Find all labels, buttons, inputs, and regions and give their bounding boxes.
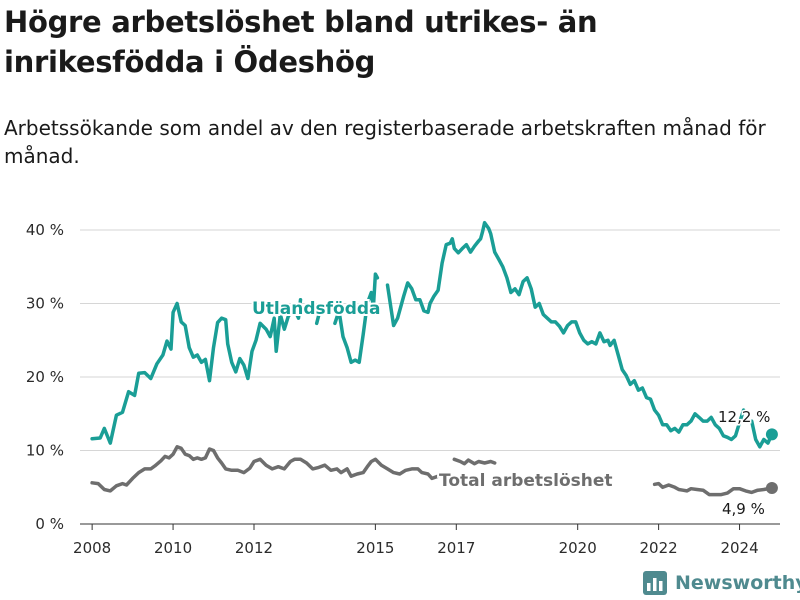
x-tick-label: 2008	[73, 539, 111, 557]
bar-chart-logo-icon	[643, 571, 667, 595]
series-label-utlandsfodda: Utlandsfödda	[252, 299, 381, 319]
series-line-foreign	[333, 272, 380, 365]
series-label-total: Total arbetslöshet	[439, 471, 613, 491]
y-tick-label: 30 %	[26, 295, 64, 313]
x-tick-label: 2015	[356, 539, 394, 557]
series-line-total	[652, 481, 774, 497]
x-tick-label: 2020	[559, 539, 597, 557]
end-point-total	[765, 481, 778, 494]
y-tick-label: 40 %	[26, 221, 64, 239]
brand-name: Newsworthy	[675, 572, 800, 594]
end-point-foreign	[765, 428, 778, 441]
series-line-foreign	[90, 298, 303, 445]
series-line-foreign	[749, 419, 774, 449]
brand-logo: Newsworthy	[643, 568, 800, 598]
chart-subtitle: Arbetssökande som andel av den registerb…	[4, 116, 766, 168]
y-tick-label: 0 %	[35, 515, 64, 533]
series-lines	[90, 220, 778, 497]
series-line-total	[90, 445, 440, 493]
gridlines	[80, 229, 780, 451]
axes: 0 % 10 % 20 % 30 % 40 % 2008 2010 2012 2015 2017 2…	[26, 221, 780, 557]
end-value-label-utlandsfodda: 12,2 %	[718, 408, 770, 426]
y-tick-label: 20 %	[26, 368, 64, 386]
x-tick-label: 2017	[437, 539, 475, 557]
x-tick-label: 2012	[235, 539, 273, 557]
series-line-foreign	[385, 220, 746, 442]
series-labels: Utlandsfödda Total arbetslöshet 12,2 % 4…	[250, 297, 772, 520]
series-line-total	[452, 457, 497, 466]
y-tick-label: 10 %	[26, 442, 64, 460]
x-tick-label: 2024	[720, 539, 758, 557]
chart-title: Högre arbetslöshet bland utrikes- än inr…	[4, 5, 598, 79]
x-tick-label: 2010	[154, 539, 192, 557]
x-tick-label: 2022	[640, 539, 678, 557]
series-line-foreign	[314, 305, 323, 326]
end-value-label-total: 4,9 %	[722, 500, 765, 518]
